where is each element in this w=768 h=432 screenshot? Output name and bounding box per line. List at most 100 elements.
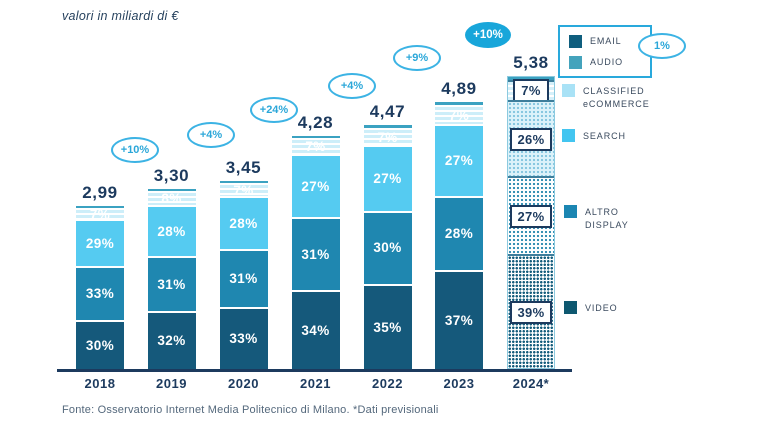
x-axis-label-2022: 2022 [372,376,403,391]
source-note: Fonte: Osservatorio Internet Media Polit… [62,404,439,416]
segment-search-2022: 27% [363,144,412,211]
legend-email-audio-group: EMAIL AUDIO [558,25,652,79]
segment-pct-classified-2021: 7% [305,139,326,155]
growth-badge-2019: +10% [111,137,159,163]
segment-video-2022: 35% [363,283,412,369]
segment-pct-display-2019: 31% [157,276,186,292]
total-label-2019: 3,30 [153,166,190,186]
segment-video-2018: 30% [76,320,124,369]
segment-pct-video-2022: 35% [373,319,402,335]
segment-strip-2019 [147,189,196,191]
legend-label-video: VIDEO [585,303,618,313]
growth-badge-2024*: +10% [465,22,511,48]
segment-video-2023: 37% [435,270,483,369]
total-label-2022: 4,47 [369,102,406,122]
segment-search-2018: 29% [76,219,124,267]
segment-video-2019: 32% [147,311,196,369]
segment-pct-classified-2018: 7% [89,206,111,222]
segment-strip-2018 [76,206,124,208]
legend-label-classified-line1: CLASSIFIED [583,86,645,96]
bar-2022: 7% 27% 30% 35% [363,125,412,369]
legend-label-altro-display: ALTRO DISPLAY [585,205,629,232]
segment-strip-2024* [508,76,554,80]
x-axis-label-2018: 2018 [84,376,116,391]
legend-label-search: SEARCH [583,131,626,141]
segment-pct-display-2020: 31% [229,271,258,287]
x-axis-label-2021: 2021 [300,376,331,391]
legend-item-video: VIDEO [564,301,618,315]
legend-label-audio: AUDIO [590,57,624,68]
bar-2021: 7% 27% 31% 34% [291,135,340,369]
segment-classified-2024*: 7% [508,79,554,103]
segment-classified-2018: 7% [76,206,124,222]
bar-2018: 7% 29% 33% 30% [76,206,124,369]
segment-search-2020: 28% [219,196,268,249]
bar-2024*: 7% 26% 27% 39% [507,75,555,369]
segment-classified-2023: 7% [435,105,483,124]
segment-strip-2021 [291,135,340,139]
segment-pct-search-2023: 27% [444,153,474,168]
segment-pct-classified-2020: 7% [233,182,254,198]
segment-pct-search-2020: 28% [229,215,258,231]
bar-2019: 8% 28% 31% 32% [147,189,196,369]
segment-pct-display-2018: 33% [85,286,115,302]
email-swatch [569,34,582,48]
segment-display-2018: 33% [76,266,124,321]
legend-label-classified-line2: eCOMMERCE [583,99,650,110]
segment-search-2024*: 26% [508,100,554,176]
segment-classified-2021: 7% [291,138,340,155]
segment-search-2019: 28% [147,205,196,256]
chart-title: valori in miliardi di € [62,9,179,23]
segment-display-2023: 28% [435,195,483,271]
x-axis-label-2024*: 2024* [512,376,550,391]
segment-pct-display-2021: 31% [301,246,330,262]
x-axis-label-2019: 2019 [156,376,187,391]
bar-2023: 7% 27% 28% 37% [435,102,483,369]
segment-pct-search-2019: 28% [157,223,186,239]
growth-badge-2022: +4% [328,73,376,99]
segment-classified-2019: 8% [147,190,196,207]
altro-display-swatch [564,205,577,218]
total-label-2020: 3,45 [225,157,262,177]
segment-pct-display-2024*: 27% [509,204,553,228]
legend-label-classified: CLASSIFIED eCOMMERCE [583,84,650,111]
total-label-2024*: 5,38 [513,52,549,72]
segment-pct-video-2020: 33% [229,331,258,347]
search-swatch [562,129,575,142]
segment-video-2021: 34% [291,289,340,369]
segment-pct-video-2018: 30% [85,337,115,353]
legend-item-altro-display: ALTRO DISPLAY [564,205,629,232]
segment-display-2021: 31% [291,217,340,290]
segment-strip-2020 [219,180,268,183]
video-swatch [564,301,577,314]
legend-label-altro-line1: ALTRO [585,207,619,217]
bar-2020: 7% 28% 31% 33% [219,180,268,369]
legend-label-email: EMAIL [590,36,622,46]
segment-classified-2022: 7% [363,127,412,145]
total-label-2021: 4,28 [297,112,334,132]
segment-pct-display-2023: 28% [444,226,474,242]
segment-pct-classified-2019: 8% [161,191,182,207]
x-axis-label-2020: 2020 [228,376,259,391]
email-audio-share-callout: 1% [638,33,686,59]
segment-display-2019: 31% [147,255,196,312]
growth-badge-2023: +9% [393,45,441,71]
classified-swatch [562,84,575,97]
growth-badge-2020: +4% [187,122,235,148]
legend-item-email: EMAIL [569,34,641,48]
legend-item-audio: AUDIO [569,55,641,69]
segment-pct-classified-2024*: 7% [513,79,549,103]
segment-pct-video-2019: 32% [157,333,186,349]
growth-badge-2021: +24% [250,97,298,123]
segment-pct-display-2022: 30% [373,240,402,256]
total-label-2023: 4,89 [441,79,477,99]
total-label-2018: 2,99 [82,183,118,203]
segment-pct-video-2021: 34% [301,322,330,338]
segment-display-2024*: 27% [508,175,554,255]
x-axis-line [57,369,572,372]
segment-pct-classified-2022: 7% [377,129,398,145]
segment-strip-2022 [363,125,412,128]
segment-pct-search-2021: 27% [301,179,330,195]
legend-label-altro-line2: DISPLAY [585,220,629,231]
